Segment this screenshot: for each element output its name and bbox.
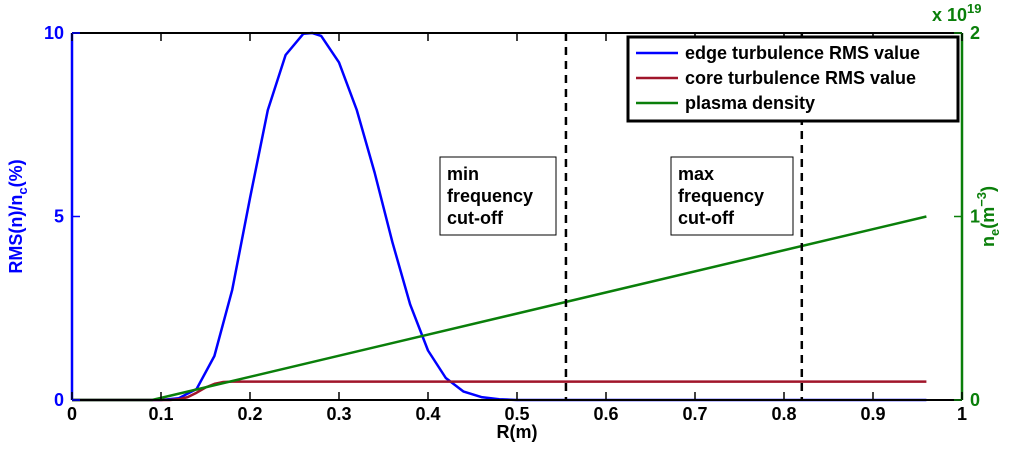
left-y-tick-label: 5 xyxy=(54,207,64,227)
cutoff-label-text: cut-off xyxy=(678,208,735,228)
legend-entry-label: edge turbulence RMS value xyxy=(685,43,920,63)
x-tick-label: 0.7 xyxy=(682,404,707,424)
x-tick-label: 0.8 xyxy=(771,404,796,424)
cutoff-label-text: frequency xyxy=(447,186,533,206)
x-tick-label: 0.4 xyxy=(415,404,440,424)
cutoff-label-text: max xyxy=(678,164,714,184)
right-y-tick-label: 0 xyxy=(970,390,980,410)
cutoff-label-text: frequency xyxy=(678,186,764,206)
right-axis-multiplier: x 1019 xyxy=(932,1,982,25)
x-tick-label: 1 xyxy=(957,404,967,424)
cutoff-label-text: cut-off xyxy=(447,208,504,228)
right-y-tick-label: 1 xyxy=(970,207,980,227)
legend-box xyxy=(626,35,960,123)
x-tick-label: 0.5 xyxy=(504,404,529,424)
legend-entry-label: plasma density xyxy=(685,93,815,113)
cutoff-label-box xyxy=(439,156,557,236)
left-y-axis-label: RMS(n)/nc(%) xyxy=(6,159,30,273)
edge-turbulence-line xyxy=(72,31,927,402)
left-y-tick-label: 0 xyxy=(54,390,64,410)
legend-group: edge turbulence RMS value core turbulence… xyxy=(626,35,960,123)
x-tick-label: 0 xyxy=(67,404,77,424)
cutoff-label-text: min xyxy=(447,164,479,184)
axes-group: 0 0.1 0.2 0.3 0.4 0.5 0.6 0.7 0.8 0.9 1R(m)0510012… xyxy=(6,1,1002,442)
cutoff-label-box xyxy=(670,156,794,236)
right-y-tick-label: 2 xyxy=(970,23,980,43)
x-tick-label: 0.9 xyxy=(860,404,885,424)
legend-entry-label: core turbulence RMS value xyxy=(685,68,916,88)
right-y-axis-label: ne(m−3) xyxy=(974,186,1002,247)
x-tick-label: 0.3 xyxy=(326,404,351,424)
plasma-density-line xyxy=(72,215,927,402)
x-tick-label: 0.2 xyxy=(237,404,262,424)
x-tick-label: 0.6 xyxy=(593,404,618,424)
x-tick-label: 0.1 xyxy=(148,404,173,424)
x-axis-label: R(m) xyxy=(497,422,538,442)
left-y-tick-label: 10 xyxy=(44,23,64,43)
